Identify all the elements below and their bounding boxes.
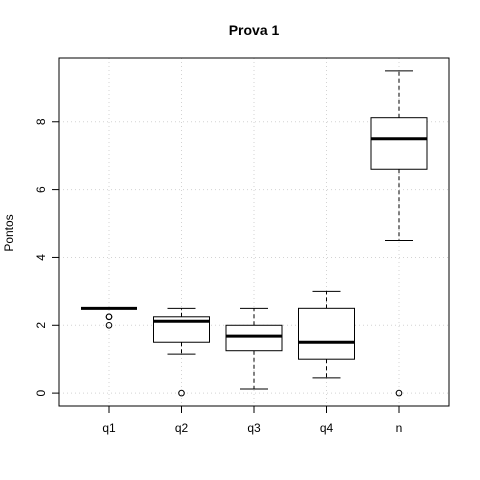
x-tick-label: q3: [247, 421, 261, 435]
x-axis: q1 q2 q3 q4 n: [102, 406, 402, 435]
box-q3: [225, 307, 283, 390]
y-tick-label: 8: [34, 118, 48, 125]
y-tick-label: 0: [34, 389, 48, 396]
chart-title: Prova 1: [229, 22, 280, 38]
box-q1: [81, 306, 137, 329]
y-tick-label: 6: [34, 186, 48, 193]
box-n: [370, 70, 428, 397]
outlier-point: [395, 389, 403, 397]
box-layer: [81, 70, 428, 397]
x-tick-label: q4: [320, 421, 334, 435]
y-tick-label: 2: [34, 322, 48, 329]
box-iqr: [370, 117, 428, 170]
y-tick-label: 4: [34, 254, 48, 261]
x-tick-label: q2: [175, 421, 189, 435]
x-tick-label: q1: [102, 421, 116, 435]
box-q4: [298, 290, 355, 379]
box-iqr: [225, 324, 283, 352]
y-axis-label: Pontos: [2, 214, 16, 251]
outlier-point: [105, 313, 113, 321]
box-iqr: [298, 307, 355, 360]
outlier-point: [105, 321, 113, 329]
y-axis: 0 2 4 6 8: [34, 118, 59, 396]
outlier-point: [178, 389, 185, 397]
x-tick-label: n: [396, 421, 403, 435]
box-q2: [153, 307, 210, 397]
